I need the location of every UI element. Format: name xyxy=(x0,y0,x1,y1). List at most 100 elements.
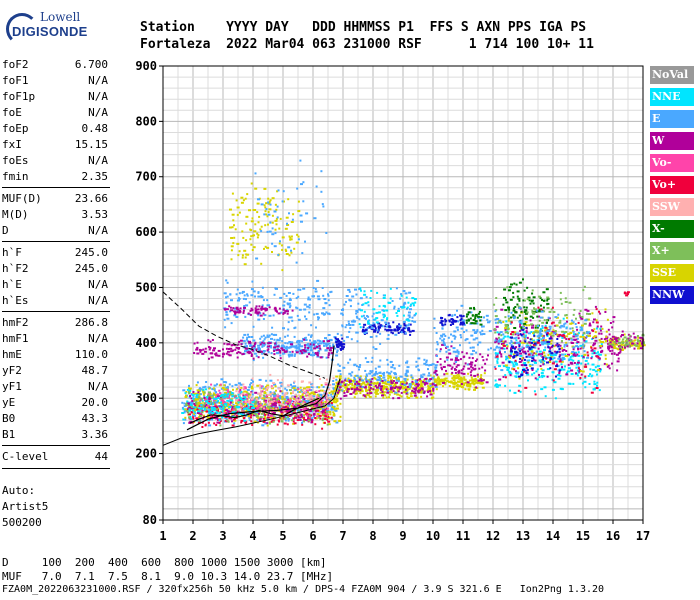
echo-point xyxy=(300,220,303,223)
echo-point xyxy=(546,302,550,305)
echo-point xyxy=(370,371,373,374)
echo-point xyxy=(335,375,339,378)
echo-point xyxy=(397,397,401,400)
echo-point xyxy=(192,416,195,419)
echo-point xyxy=(194,404,197,407)
echo-point xyxy=(607,364,610,367)
echo-point xyxy=(320,170,323,173)
echo-point xyxy=(582,289,585,292)
echo-point xyxy=(539,354,542,357)
echo-point xyxy=(348,322,350,325)
echo-point xyxy=(319,407,322,410)
parameter-name: hmF2 xyxy=(2,316,29,329)
echo-point xyxy=(264,389,267,392)
echo-point xyxy=(237,385,240,388)
echo-point xyxy=(550,308,553,311)
echo-point xyxy=(334,409,338,412)
echo-point xyxy=(415,386,418,389)
echo-point xyxy=(494,379,497,382)
echo-point xyxy=(253,343,256,345)
echo-point xyxy=(279,404,282,407)
echo-point xyxy=(266,246,270,249)
echo-point xyxy=(434,384,438,387)
echo-point xyxy=(444,318,447,321)
echo-point xyxy=(224,409,227,412)
echo-point xyxy=(481,366,484,369)
echo-point xyxy=(265,387,269,390)
echo-point xyxy=(267,213,271,216)
echo-point xyxy=(281,200,284,203)
echo-point xyxy=(227,343,231,346)
echo-point xyxy=(464,388,467,391)
echo-point xyxy=(538,350,542,353)
echo-point xyxy=(495,325,499,328)
echo-point xyxy=(368,386,371,388)
parameter-name: yE xyxy=(2,396,16,409)
echo-point xyxy=(190,418,193,420)
echo-point xyxy=(611,349,614,352)
echo-point xyxy=(459,334,462,336)
echo-point xyxy=(496,360,499,363)
echo-point xyxy=(245,400,249,403)
echo-point xyxy=(259,314,263,317)
echo-point xyxy=(445,369,447,372)
echo-point xyxy=(266,304,269,307)
echo-point xyxy=(383,315,386,317)
echo-point xyxy=(273,396,276,399)
echo-point xyxy=(272,348,276,351)
echo-point xyxy=(373,385,376,388)
echo-point xyxy=(469,363,472,365)
echo-point xyxy=(205,388,207,391)
echo-point xyxy=(584,386,587,389)
echo-point xyxy=(325,232,328,234)
echo-point xyxy=(208,346,210,349)
echo-point xyxy=(268,334,271,337)
echo-point xyxy=(543,299,546,302)
echo-point xyxy=(305,388,309,390)
echo-point xyxy=(354,381,357,384)
echo-point xyxy=(353,388,357,391)
echo-point xyxy=(377,322,381,325)
echo-point xyxy=(564,355,567,357)
echo-point xyxy=(368,395,372,398)
echo-point xyxy=(478,381,481,384)
echo-point xyxy=(552,311,556,313)
echo-point xyxy=(261,343,264,346)
echo-point xyxy=(402,329,405,332)
echo-point xyxy=(580,327,583,330)
echo-point xyxy=(231,401,234,404)
echo-point xyxy=(321,341,324,344)
parameter-row: foF1 N/A xyxy=(2,74,108,90)
echo-point xyxy=(276,398,278,401)
echo-point xyxy=(394,391,398,394)
echo-point xyxy=(369,336,373,338)
echo-point xyxy=(445,345,449,348)
echo-point xyxy=(244,350,247,353)
echo-point xyxy=(518,360,522,363)
echo-point xyxy=(402,314,405,317)
echo-point xyxy=(299,403,302,406)
echo-point xyxy=(189,389,192,392)
echo-point xyxy=(494,315,498,318)
echo-point xyxy=(559,319,562,322)
echo-point xyxy=(540,367,543,370)
echo-point xyxy=(316,295,320,298)
echo-point xyxy=(232,408,236,411)
echo-point xyxy=(309,392,312,395)
echo-point xyxy=(188,413,192,416)
echo-point xyxy=(241,404,244,407)
echo-point xyxy=(368,381,371,384)
echo-point xyxy=(375,335,378,338)
echo-point xyxy=(523,322,527,325)
echo-point xyxy=(320,342,323,345)
echo-point xyxy=(262,334,265,337)
echo-point xyxy=(560,360,564,363)
echo-point xyxy=(224,406,227,409)
echo-point xyxy=(253,230,257,233)
echo-point xyxy=(191,406,193,409)
echo-point xyxy=(546,296,550,299)
echo-point xyxy=(551,388,555,391)
echo-point xyxy=(392,364,394,366)
echo-point xyxy=(248,336,250,338)
echo-point xyxy=(508,317,510,320)
